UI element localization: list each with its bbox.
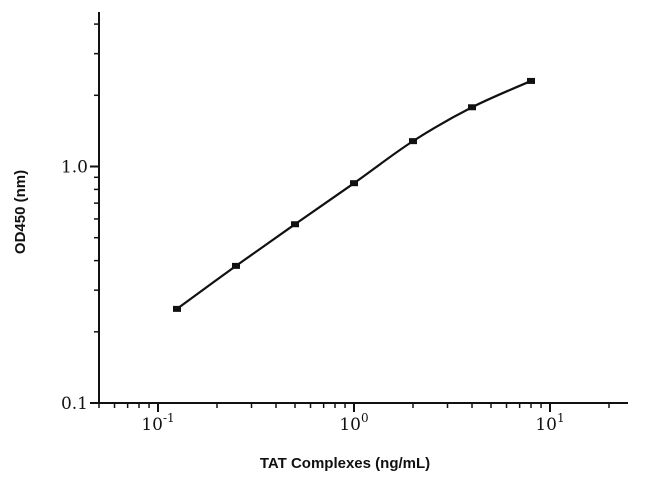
x-tick-exponent: -1 [163,411,175,425]
y-axis-title: OD450 (nm) [12,170,29,254]
x-tick-exponent: 0 [361,411,369,425]
y-tick-label: 0.1 [61,394,88,414]
y-tick-label: 1.0 [61,157,88,177]
x-tick-label: 100 [339,411,368,435]
data-point [172,305,181,312]
x-tick-base: 10 [339,415,361,435]
x-ticks: 10-1 100 101 [98,403,610,435]
data-point [291,221,300,228]
data-point [231,262,240,269]
x-tick-exponent: 1 [557,411,565,425]
x-tick-base: 10 [535,415,557,435]
data-point [409,138,418,145]
data-points [172,77,536,312]
x-tick-label: 101 [535,411,564,435]
x-tick-label: 10-1 [141,411,174,435]
data-point [350,180,359,187]
data-point [468,104,477,111]
y-ticks: 0.1 1.0 [61,23,99,414]
x-axis-title: TAT Complexes (ng/mL) [260,455,430,472]
series-line [176,79,532,310]
data-point [527,77,536,84]
x-tick-base: 10 [141,415,163,435]
